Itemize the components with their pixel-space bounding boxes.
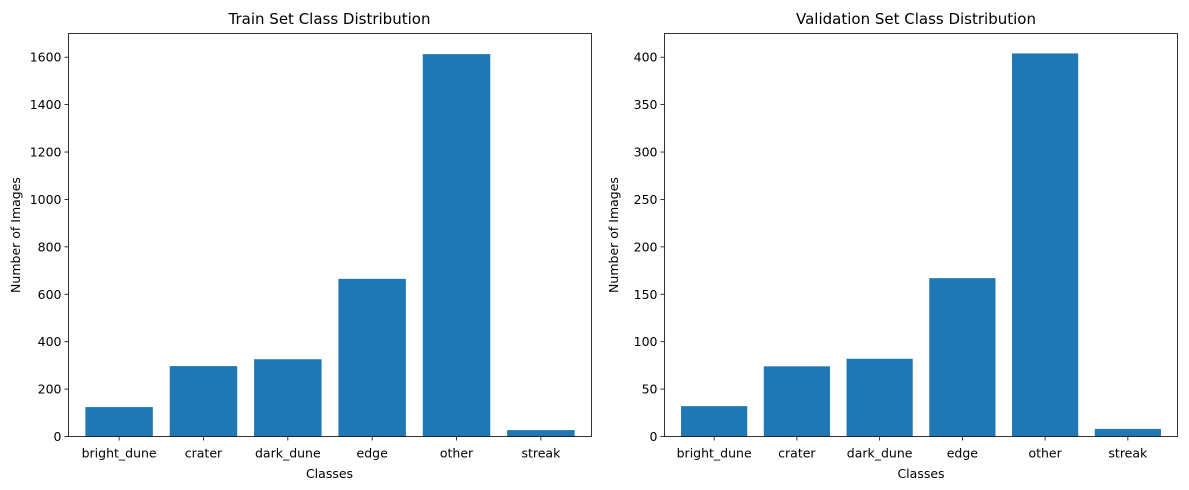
validation-y-tick-label: 250: [634, 192, 658, 207]
train-plot-frame: [68, 33, 592, 437]
train-x-tick-label: crater: [185, 446, 223, 461]
validation-chart-title: Validation Set Class Distribution: [796, 10, 1036, 28]
validation-y-tick-label: 200: [634, 239, 658, 254]
train-y-tick-label: 1400: [30, 97, 62, 112]
validation-y-ticks: 0 50 100 150 200 250 300 350 400: [634, 50, 665, 444]
validation-plot-frame: [664, 33, 1178, 437]
train-y-tick-label: 1600: [30, 50, 62, 65]
validation-x-ticks: bright_dune crater dark_dune edge other strea…: [677, 436, 1148, 461]
validation-x-tick-label: streak: [1108, 446, 1148, 461]
validation-bar-streak: [1094, 428, 1161, 437]
train-y-tick-label: 800: [38, 239, 62, 254]
train-y-tick-label: 400: [38, 334, 62, 349]
train-x-axis-label: Classes: [306, 466, 353, 481]
train-x-tick-label: edge: [357, 446, 389, 461]
train-bar-streak: [507, 430, 575, 437]
validation-y-tick-label: 400: [634, 50, 658, 65]
train-x-tick-label: dark_dune: [255, 446, 321, 461]
validation-y-tick-label: 300: [634, 145, 658, 160]
train-chart-title: Train Set Class Distribution: [228, 10, 431, 28]
train-x-tick-label: bright_dune: [82, 446, 157, 461]
validation-y-tick-label: 100: [634, 334, 658, 349]
validation-y-tick-label: 50: [642, 382, 658, 397]
train-bar-other: [422, 54, 491, 437]
validation-y-axis-label: Number of Images: [606, 177, 621, 293]
train-y-tick-label: 0: [54, 429, 62, 444]
train-bars: [85, 54, 575, 437]
train-y-tick-label: 600: [38, 287, 62, 302]
train-y-axis-label: Number of Images: [8, 177, 23, 293]
validation-bar-dark-dune: [846, 358, 913, 437]
train-y-tick-label: 1200: [30, 145, 62, 160]
validation-x-tick-label: bright_dune: [677, 446, 752, 461]
train-y-tick-label: 200: [38, 382, 62, 397]
validation-chart: Validation Set Class Distribution 0 50 100…: [606, 10, 1178, 481]
train-x-tick-label: streak: [521, 446, 561, 461]
validation-bar-crater: [763, 366, 830, 437]
train-bar-edge: [338, 278, 406, 437]
validation-y-tick-label: 0: [650, 429, 658, 444]
train-bar-dark-dune: [254, 359, 322, 437]
validation-bar-other: [1012, 53, 1079, 437]
validation-y-tick-label: 150: [634, 287, 658, 302]
validation-y-tick-label: 350: [634, 97, 658, 112]
validation-bars: [681, 53, 1161, 437]
train-x-ticks: bright_dune crater dark_dune edge other strea…: [82, 436, 561, 461]
validation-x-axis-label: Classes: [897, 466, 944, 481]
train-y-ticks: 0 200 400 600 800 1000 1200 1400 1600: [30, 50, 69, 444]
validation-x-tick-label: crater: [778, 446, 816, 461]
train-bar-crater: [169, 366, 238, 437]
validation-bar-bright-dune: [681, 406, 748, 437]
train-chart: Train Set Class Distribution 0 200 400 600 8…: [8, 10, 592, 481]
train-y-tick-label: 1000: [30, 192, 62, 207]
train-bar-bright-dune: [85, 407, 153, 437]
train-x-tick-label: other: [440, 446, 474, 461]
validation-x-tick-label: dark_dune: [847, 446, 913, 461]
validation-bar-edge: [929, 278, 996, 437]
validation-x-tick-label: edge: [947, 446, 979, 461]
validation-x-tick-label: other: [1028, 446, 1062, 461]
